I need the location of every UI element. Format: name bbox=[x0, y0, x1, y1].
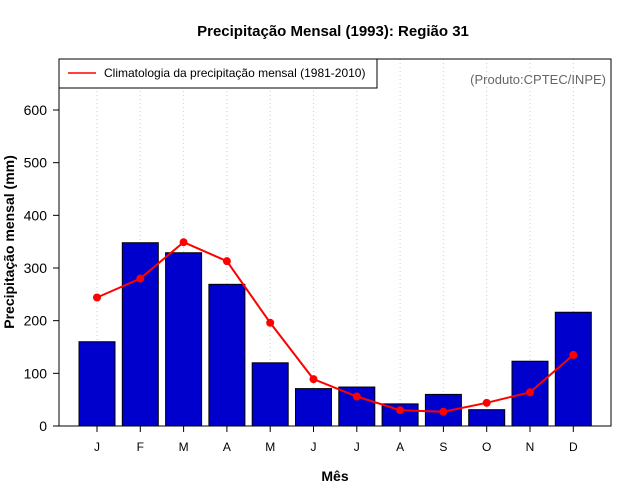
x-tick-label: D bbox=[569, 440, 578, 454]
x-tick-label: F bbox=[137, 440, 144, 454]
credit-label: (Produto:CPTEC/INPE) bbox=[470, 72, 606, 87]
bar-2 bbox=[121, 242, 159, 427]
x-tick-label: S bbox=[439, 440, 447, 454]
x-tick-label: J bbox=[94, 440, 100, 454]
climatology-point-2 bbox=[136, 274, 145, 283]
climatology-point-9 bbox=[439, 407, 448, 416]
bars-layer bbox=[78, 242, 592, 427]
climatology-point-12 bbox=[569, 350, 578, 359]
x-tick-label: N bbox=[526, 440, 535, 454]
chart-title: Precipitação Mensal (1993): Região 31 bbox=[197, 23, 469, 40]
legend: Climatologia da precipitação mensal (198… bbox=[58, 58, 378, 89]
bar-1 bbox=[78, 341, 116, 427]
bar-5 bbox=[251, 362, 289, 427]
legend-box bbox=[58, 58, 378, 89]
climatology-point-10 bbox=[482, 398, 491, 407]
y-tick-label: 100 bbox=[24, 365, 48, 381]
bar-10 bbox=[468, 409, 506, 427]
bar-3 bbox=[165, 252, 203, 427]
climatology-point-5 bbox=[266, 318, 275, 327]
climatology-point-1 bbox=[93, 293, 101, 302]
y-axis: 0 100 200 300 400 500 600 bbox=[24, 102, 59, 434]
bar-6 bbox=[295, 388, 332, 427]
climatology-point-7 bbox=[352, 392, 361, 401]
climatology-point-8 bbox=[396, 406, 405, 415]
x-tick-label: M bbox=[179, 440, 189, 454]
x-tick-label: O bbox=[482, 440, 491, 454]
y-tick-label: 200 bbox=[24, 313, 48, 329]
climatology-line bbox=[96, 241, 574, 413]
x-axis-title: Mês bbox=[321, 468, 348, 484]
x-tick-label: A bbox=[223, 440, 231, 454]
bar-4 bbox=[208, 283, 246, 427]
x-tick-label: J bbox=[311, 440, 317, 454]
x-tick-label: M bbox=[265, 440, 275, 454]
x-tick-label: A bbox=[396, 440, 404, 454]
climatology-line-layer bbox=[93, 238, 578, 416]
y-tick-label: 400 bbox=[24, 207, 48, 223]
climatology-point-11 bbox=[526, 388, 534, 397]
y-tick-label: 600 bbox=[24, 102, 48, 118]
y-axis-title: Precipitação mensal (mm) bbox=[1, 155, 17, 329]
climatology-point-3 bbox=[179, 238, 188, 247]
y-tick-label: 500 bbox=[24, 155, 48, 171]
y-tick-label: 300 bbox=[24, 260, 48, 276]
legend-label-climatology: Climatologia da precipitação mensal (198… bbox=[104, 66, 365, 80]
bar-12 bbox=[554, 311, 592, 427]
climatology-point-6 bbox=[309, 375, 318, 384]
y-tick-label: 0 bbox=[39, 418, 47, 434]
climatology-point-4 bbox=[222, 257, 231, 266]
x-tick-label: J bbox=[354, 440, 360, 454]
